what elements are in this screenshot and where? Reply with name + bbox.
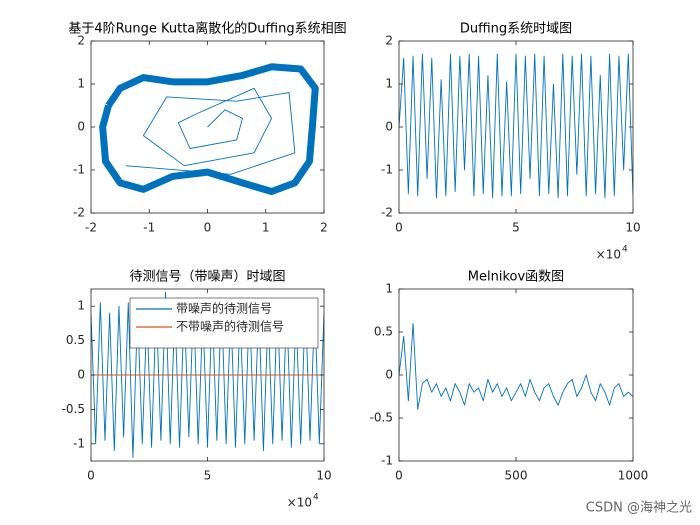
y-tick-label: -1: [381, 454, 393, 468]
x-exponent: 4: [313, 493, 319, 503]
y-tick-label: 2: [77, 34, 85, 48]
y-tick-label: 1: [77, 299, 85, 313]
x-tick-label: 0: [395, 221, 403, 235]
data-line: [399, 322, 633, 410]
legend-label: 带噪声的待测信号: [176, 301, 272, 316]
x-tick-label: 1000: [618, 469, 649, 483]
x-tick-label: 5: [512, 221, 520, 235]
data-line: [125, 87, 296, 175]
y-tick-label: 1: [77, 77, 85, 91]
data-line: [99, 63, 319, 195]
y-tick-label: -1: [73, 436, 85, 450]
x-tick-label: 1: [262, 221, 270, 235]
y-tick-label: 0: [385, 368, 393, 382]
y-tick-label: 0: [385, 120, 393, 134]
chart-title: Duffing系统时域图: [460, 22, 572, 37]
y-tick-label: -1: [73, 163, 85, 177]
x-tick-label: 500: [505, 469, 528, 483]
x-tick-label: 10: [625, 221, 640, 235]
legend-box: [129, 297, 319, 349]
y-tick-label: -2: [73, 206, 85, 220]
y-tick-label: 1: [385, 282, 393, 296]
plot-area: [399, 41, 633, 213]
plot-area: [399, 289, 633, 461]
y-tick-label: -0.5: [370, 411, 393, 425]
data-line: [399, 53, 633, 199]
data-line: [91, 291, 324, 459]
x-exponent: 4: [622, 245, 628, 255]
y-tick-label: 0.5: [374, 325, 393, 339]
y-tick-label: 0.5: [66, 333, 85, 347]
chart-title: 基于4阶Runge Kutta离散化的Duffing系统相图: [68, 21, 346, 37]
x-tick-label: 0: [395, 469, 403, 483]
y-tick-label: 1: [385, 77, 393, 91]
x-multiplier: ×10: [596, 248, 621, 262]
x-tick-label: 2: [320, 221, 328, 235]
y-tick-label: 0: [77, 120, 85, 134]
x-tick-label: 5: [204, 469, 212, 483]
chart-title: 待测信号（带噪声）时域图: [129, 270, 285, 285]
x-tick-label: 0: [87, 469, 95, 483]
legend-label: 不带噪声的待测信号: [176, 319, 284, 334]
x-tick-label: -1: [143, 221, 155, 235]
x-tick-label: 10: [316, 469, 331, 483]
y-tick-label: 2: [385, 34, 393, 48]
x-multiplier: ×10: [287, 496, 312, 510]
y-tick-label: -0.5: [62, 402, 85, 416]
y-tick-label: -2: [381, 206, 393, 220]
y-tick-label: 0: [77, 368, 85, 382]
x-tick-label: 0: [204, 221, 212, 235]
chart-title: Melnikov函数图: [468, 270, 564, 285]
watermark: CSDN @海神之光: [586, 501, 692, 516]
x-tick-label: -2: [85, 221, 97, 235]
y-tick-label: -1: [381, 163, 393, 177]
